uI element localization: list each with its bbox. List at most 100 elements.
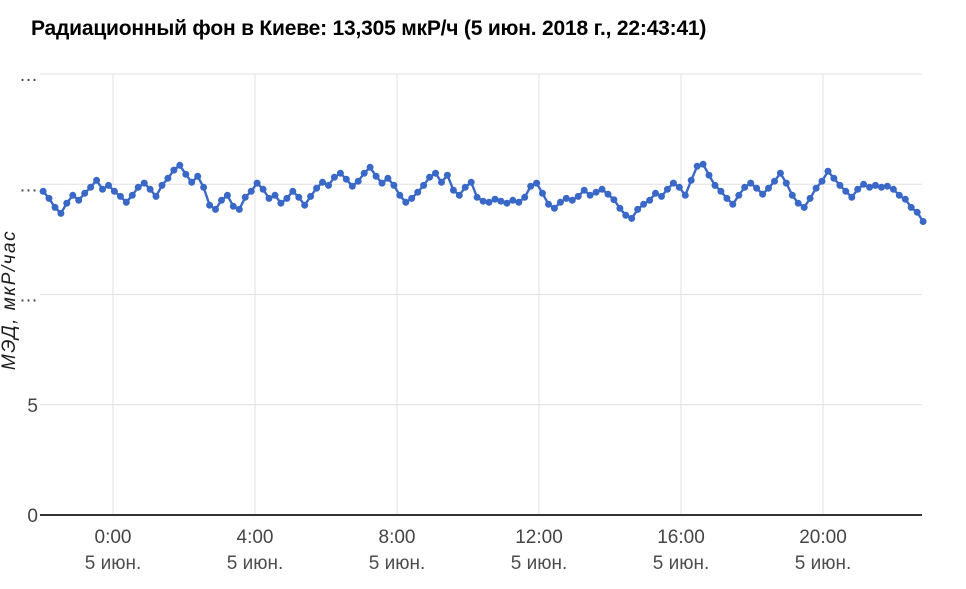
data-point[interactable] <box>336 169 344 177</box>
data-point[interactable] <box>663 185 671 193</box>
data-point[interactable] <box>348 182 356 190</box>
data-point[interactable] <box>158 181 166 189</box>
data-point[interactable] <box>122 198 130 206</box>
data-point[interactable] <box>812 184 820 192</box>
data-point[interactable] <box>110 187 118 195</box>
data-point[interactable] <box>182 170 190 178</box>
data-point[interactable] <box>69 191 77 199</box>
data-point[interactable] <box>212 205 219 213</box>
data-point[interactable] <box>479 197 487 205</box>
data-point[interactable] <box>687 176 695 184</box>
data-point[interactable] <box>634 205 642 213</box>
data-point[interactable] <box>438 178 445 186</box>
data-point[interactable] <box>384 174 392 182</box>
data-point[interactable] <box>99 185 106 193</box>
data-point[interactable] <box>836 181 844 189</box>
data-point[interactable] <box>289 187 297 195</box>
data-point[interactable] <box>521 193 529 201</box>
data-point[interactable] <box>134 183 142 191</box>
data-point[interactable] <box>325 181 332 189</box>
data-point[interactable] <box>140 179 148 187</box>
data-point[interactable] <box>545 200 552 208</box>
data-point[interactable] <box>693 162 701 170</box>
data-point[interactable] <box>206 201 214 209</box>
data-point[interactable] <box>533 179 541 187</box>
data-point[interactable] <box>235 205 243 213</box>
data-point[interactable] <box>628 214 636 222</box>
data-point[interactable] <box>675 183 683 191</box>
data-point[interactable] <box>901 195 909 203</box>
data-point[interactable] <box>426 173 434 181</box>
data-point[interactable] <box>794 199 802 207</box>
data-point[interactable] <box>218 196 225 204</box>
data-point[interactable] <box>568 196 576 204</box>
data-point[interactable] <box>895 191 903 199</box>
data-point[interactable] <box>705 171 713 179</box>
data-point[interactable] <box>116 192 124 200</box>
data-point[interactable] <box>188 178 196 186</box>
data-point[interactable] <box>616 204 624 212</box>
data-point[interactable] <box>729 200 737 208</box>
data-point[interactable] <box>342 175 350 183</box>
data-point[interactable] <box>449 186 457 194</box>
data-point[interactable] <box>473 193 481 201</box>
data-point[interactable] <box>539 189 546 197</box>
data-point[interactable] <box>646 196 654 204</box>
data-point[interactable] <box>313 184 321 192</box>
data-point[interactable] <box>681 191 689 199</box>
data-point[interactable] <box>408 194 416 202</box>
data-point[interactable] <box>907 203 915 211</box>
data-point[interactable] <box>515 198 523 206</box>
data-point[interactable] <box>176 161 184 169</box>
data-point[interactable] <box>741 183 749 191</box>
data-point[interactable] <box>556 198 564 206</box>
data-point[interactable] <box>414 188 422 196</box>
data-point[interactable] <box>640 200 648 208</box>
data-point[interactable] <box>527 182 535 190</box>
data-point[interactable] <box>610 196 618 204</box>
data-point[interactable] <box>491 195 499 203</box>
data-point[interactable] <box>247 187 255 195</box>
data-point[interactable] <box>390 181 398 189</box>
data-point[interactable] <box>919 218 927 225</box>
data-point[interactable] <box>818 177 826 185</box>
data-point[interactable] <box>586 191 594 199</box>
data-point[interactable] <box>723 194 731 202</box>
data-point[interactable] <box>229 202 237 210</box>
data-point[interactable] <box>200 183 208 191</box>
data-point[interactable] <box>307 192 315 200</box>
data-point[interactable] <box>658 192 665 200</box>
data-point[interactable] <box>711 181 719 189</box>
data-point[interactable] <box>503 199 511 207</box>
data-point[interactable] <box>301 201 309 209</box>
data-point[interactable] <box>598 185 606 193</box>
data-point[interactable] <box>402 198 410 206</box>
data-point[interactable] <box>806 194 814 202</box>
data-point[interactable] <box>461 183 469 191</box>
data-point[interactable] <box>860 180 868 188</box>
data-point[interactable] <box>913 208 921 216</box>
data-point[interactable] <box>241 193 249 201</box>
data-point[interactable] <box>432 169 439 177</box>
data-point[interactable] <box>866 183 874 191</box>
data-point[interactable] <box>747 179 755 187</box>
data-point[interactable] <box>128 191 136 199</box>
data-point[interactable] <box>652 189 659 197</box>
data-point[interactable] <box>152 192 160 200</box>
data-point[interactable] <box>330 173 338 181</box>
data-point[interactable] <box>562 194 570 202</box>
data-point[interactable] <box>45 194 53 202</box>
data-point[interactable] <box>800 203 808 211</box>
data-point[interactable] <box>753 184 761 192</box>
data-point[interactable] <box>771 177 778 185</box>
data-point[interactable] <box>878 183 885 191</box>
data-point[interactable] <box>622 211 630 219</box>
data-point[interactable] <box>592 188 600 196</box>
data-point[interactable] <box>872 181 879 189</box>
data-point[interactable] <box>277 199 285 207</box>
data-point[interactable] <box>259 185 267 193</box>
data-point[interactable] <box>253 179 261 187</box>
data-point[interactable] <box>455 191 463 199</box>
data-point[interactable] <box>848 193 856 201</box>
data-point[interactable] <box>105 181 112 189</box>
